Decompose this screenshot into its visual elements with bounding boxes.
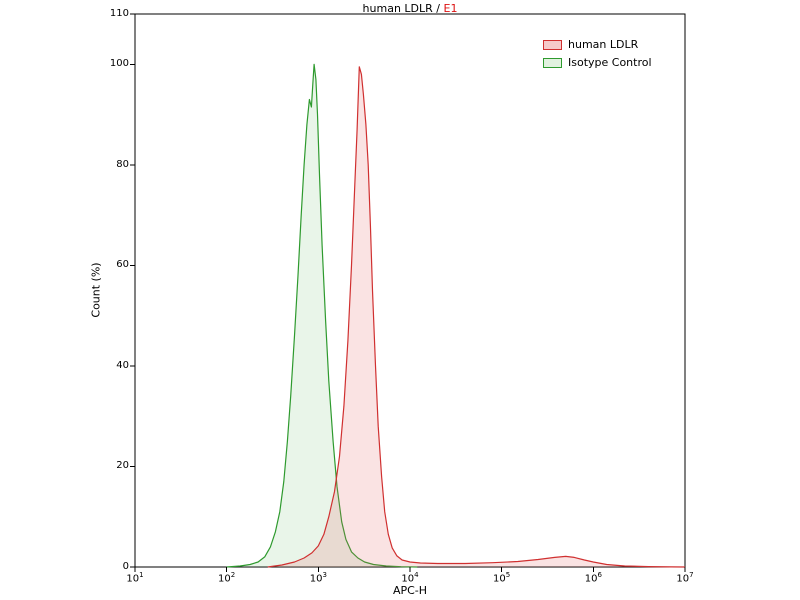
legend-swatch-isotype-control <box>543 57 562 68</box>
plot-border <box>134 13 686 568</box>
x-tick-label: 105 <box>493 571 511 585</box>
x-tick-label: 103 <box>309 571 327 585</box>
y-tick-label: 80 <box>116 158 129 170</box>
y-tick-label: 110 <box>109 8 129 19</box>
x-tick-label: 104 <box>401 571 419 585</box>
legend-entry-isotype-control: Isotype Control <box>543 56 652 69</box>
y-tick-label: 0 <box>122 561 129 572</box>
chart-title-main: human LDLR / <box>362 2 440 15</box>
legend-label: Isotype Control <box>568 56 652 69</box>
x-tick-label: 102 <box>218 571 236 585</box>
legend-swatch-human-ldlr <box>543 39 562 50</box>
series-line-isotype-control <box>226 63 418 568</box>
y-axis-label: Count (%) <box>89 262 103 318</box>
chart-title: human LDLR / E1 <box>363 2 458 15</box>
chart-title-accent: E1 <box>443 2 458 15</box>
x-axis-label: APC-H <box>392 584 428 597</box>
series-line-human-ldlr <box>267 66 686 568</box>
y-tick-label: 100 <box>109 58 129 70</box>
y-tick-label: 20 <box>116 460 129 472</box>
series-fill-human-ldlr <box>267 66 685 568</box>
series-fill-isotype-control <box>226 64 418 568</box>
x-tick-label: 101 <box>126 571 144 585</box>
legend-label: human LDLR <box>568 38 639 51</box>
y-tick-label: 60 <box>116 259 129 271</box>
legend: human LDLR Isotype Control <box>543 38 652 69</box>
x-tick-label: 106 <box>584 571 602 585</box>
legend-entry-human-ldlr: human LDLR <box>543 38 652 51</box>
y-tick-label: 40 <box>116 359 129 371</box>
x-tick-label: 107 <box>676 571 694 585</box>
